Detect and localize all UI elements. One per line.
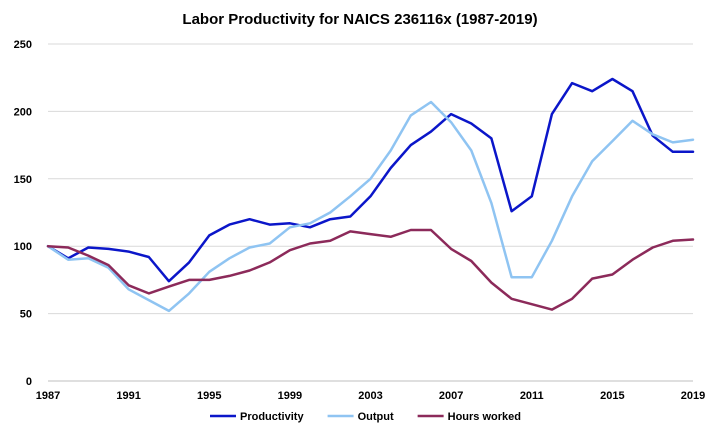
x-tick-label: 2019 [681,390,705,402]
legend: Productivity Output Hours worked [210,411,521,423]
legend-item-output: Output [327,411,394,423]
y-tick-label: 50 [20,309,32,321]
gridlines [48,43,693,382]
x-tick-label: 2003 [358,390,382,402]
x-tick-label: 2015 [600,390,624,402]
series-line-output [46,100,695,313]
x-tick-label: 2011 [520,390,544,402]
y-tick-label: 100 [14,241,32,253]
x-tick-label: 1999 [278,390,302,402]
legend-item-hours-worked: Hours worked [417,411,521,423]
y-tick-label: 200 [14,106,32,118]
legend-label: Output [358,411,394,423]
x-axis-ticks: 1987 1991 1995 1999 2003 2007 2011 2015 2019 [36,390,705,402]
x-tick-label: 1995 [197,390,221,402]
chart-title: Labor Productivity for NAICS 236116x (19… [182,11,537,28]
x-tick-label: 1991 [116,390,140,402]
y-axis-ticks: 0 50 100 150 200 250 [14,39,32,388]
x-tick-label: 2007 [439,390,463,402]
series-lines [46,77,695,313]
legend-item-productivity: Productivity [210,411,304,423]
y-tick-label: 0 [26,376,32,388]
y-tick-label: 150 [14,174,32,186]
y-tick-label: 250 [14,39,32,51]
legend-label: Hours worked [448,411,521,423]
x-tick-label: 1987 [36,390,60,402]
legend-label: Productivity [240,411,304,423]
